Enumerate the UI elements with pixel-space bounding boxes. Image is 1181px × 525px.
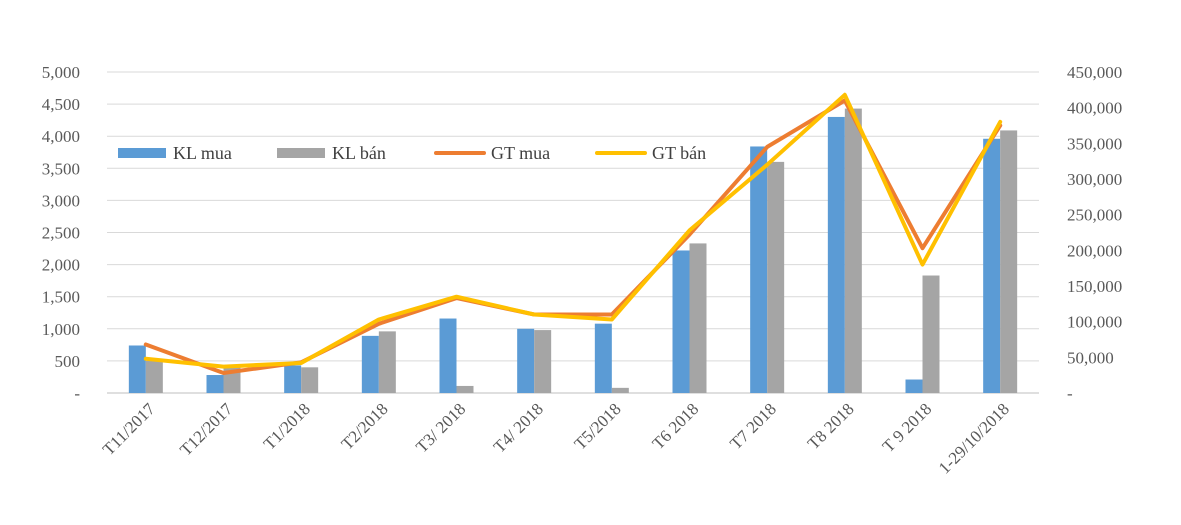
bar-kl-mua	[284, 365, 302, 393]
x-tick-label: T12/2017	[176, 399, 237, 460]
left-tick-label: 4,000	[42, 127, 80, 146]
left-tick-label: 1,500	[42, 288, 80, 307]
left-tick-label: 5,000	[42, 63, 80, 82]
x-tick-label: T11/2017	[99, 399, 159, 459]
right-tick-label: 100,000	[1067, 313, 1122, 332]
bar-kl-bán	[456, 385, 474, 393]
right-tick-label: 250,000	[1067, 206, 1122, 225]
left-y-axis: - 500 1,000 1,500 2,000 2,500 3,000 3,500 4,000 4…	[42, 63, 81, 403]
bar-kl-bán	[922, 275, 940, 393]
x-axis: T11/2017 T12/2017 T1/2018 T2/2018 T3/ 2018 T4…	[99, 399, 1013, 478]
bar-kl-bán	[689, 243, 707, 393]
left-tick-label: 1,000	[42, 320, 80, 339]
line-gt-mua	[143, 98, 1003, 375]
bar-kl-mua	[672, 250, 690, 393]
left-tick-label: -	[74, 384, 80, 403]
right-tick-label: 200,000	[1067, 241, 1122, 260]
bar-kl-bán	[1000, 130, 1018, 393]
legend: KL mua KL bán GT mua GT bán	[118, 143, 706, 163]
bar-kl-bán	[145, 360, 163, 393]
right-tick-label: 150,000	[1067, 277, 1122, 296]
left-tick-label: 2,000	[42, 256, 80, 275]
left-tick-label: 3,500	[42, 159, 80, 178]
line-series	[143, 92, 1003, 375]
legend-swatch-kl-bán	[277, 148, 325, 158]
right-tick-label: 450,000	[1067, 63, 1122, 82]
x-tick-label: T3/ 2018	[412, 399, 469, 456]
bar-kl-bán	[378, 331, 396, 393]
legend-label-gt-bán: GT bán	[652, 143, 706, 163]
x-tick-label: T2/2018	[337, 399, 391, 453]
line-gt-bán	[143, 92, 1003, 369]
gridlines	[107, 71, 1039, 394]
bar-kl-bán	[767, 161, 785, 393]
legend-label-kl-mua: KL mua	[173, 143, 232, 163]
bar-kl-mua	[594, 323, 612, 393]
bar-kl-mua	[905, 379, 923, 393]
left-tick-label: 3,000	[42, 191, 80, 210]
bar-kl-mua	[128, 345, 146, 393]
bar-kl-bán	[301, 367, 319, 393]
bar-kl-mua	[750, 146, 768, 393]
x-tick-label: T5/2018	[570, 399, 624, 453]
legend-label-kl-bán: KL bán	[332, 143, 386, 163]
bar-kl-bán	[534, 330, 552, 393]
x-tick-label: 1-29/10/2018	[935, 399, 1013, 477]
x-tick-label: T1/2018	[260, 399, 314, 453]
bar-kl-mua	[827, 116, 845, 393]
x-tick-label: T7 2018	[726, 399, 780, 453]
bar-series	[128, 108, 1018, 394]
right-tick-label: 300,000	[1067, 170, 1122, 189]
bar-kl-mua	[361, 335, 379, 393]
right-tick-label: 350,000	[1067, 134, 1122, 153]
bar-kl-bán	[844, 108, 862, 394]
x-tick-label: T6 2018	[648, 399, 702, 453]
x-tick-label: T4/ 2018	[490, 399, 547, 456]
left-tick-label: 500	[55, 352, 81, 371]
left-tick-label: 4,500	[42, 95, 80, 114]
bar-kl-mua	[517, 328, 535, 393]
left-tick-label: 2,500	[42, 224, 80, 243]
bar-kl-mua	[206, 375, 224, 393]
x-tick-label: T 9 2018	[879, 399, 936, 456]
bar-kl-mua	[983, 138, 1001, 393]
right-y-axis: - 50,000 100,000 150,000 200,000 250,000 300,0…	[1067, 63, 1122, 403]
right-tick-label: 400,000	[1067, 99, 1122, 118]
legend-label-gt-mua: GT mua	[491, 143, 550, 163]
legend-swatch-kl-mua	[118, 148, 166, 158]
x-tick-label: T8 2018	[804, 399, 858, 453]
right-tick-label: -	[1067, 384, 1073, 403]
bar-kl-bán	[611, 387, 629, 393]
right-tick-label: 50,000	[1067, 348, 1114, 367]
bar-kl-mua	[439, 318, 457, 393]
